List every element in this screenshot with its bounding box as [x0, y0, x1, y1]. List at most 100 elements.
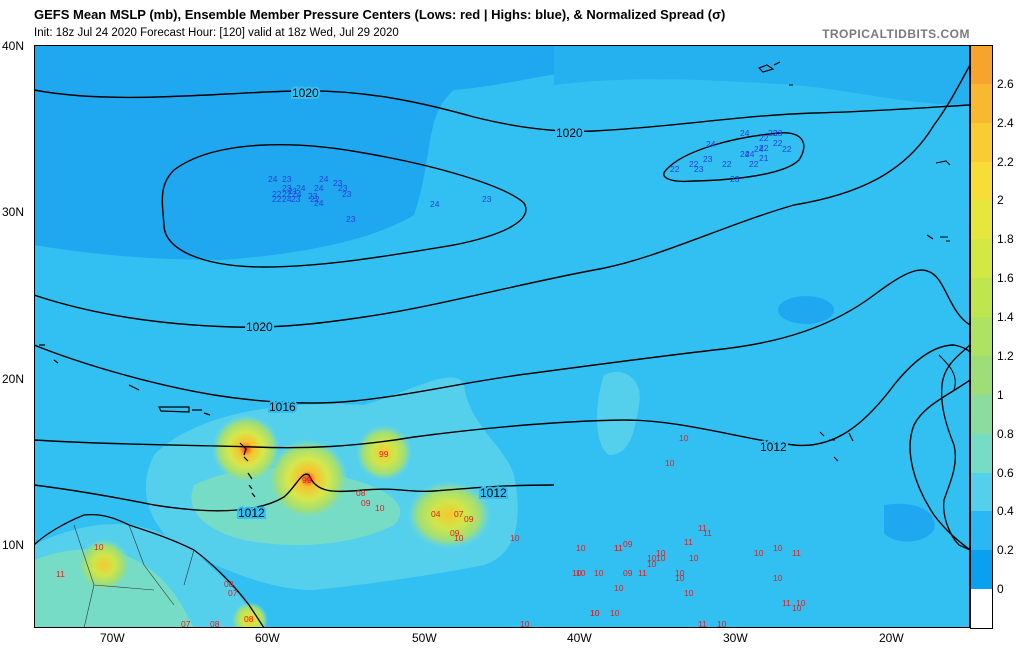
- isobar-label-1012-west: 1012: [238, 506, 265, 520]
- low-center-label: 07: [228, 588, 238, 598]
- map-frame: [34, 45, 970, 628]
- low-center-label: 11: [703, 528, 712, 538]
- isobar-1012-africa: [909, 379, 970, 551]
- high-center-label: 24: [292, 189, 302, 199]
- spread-low-area-east: [778, 296, 834, 324]
- high-center-label: 22: [759, 133, 769, 143]
- high-center-label: 22: [773, 138, 783, 148]
- lat-label-20n: 20N: [2, 372, 25, 386]
- low-center-label: 10: [454, 533, 464, 543]
- isobar-1012-east: [34, 344, 970, 449]
- low-center-label: 09: [361, 498, 371, 508]
- low-center-label: 09: [464, 514, 474, 524]
- low-center-label: 10: [576, 543, 586, 553]
- land-africa-coast: [940, 344, 970, 551]
- colorbar-tick-label: 1.6: [997, 271, 1014, 286]
- high-center-label: 24: [706, 139, 716, 149]
- colorbar-band: [970, 317, 992, 357]
- colorbar-tick-label: 1.4: [997, 310, 1014, 325]
- isobar-label-1016: 1016: [269, 400, 296, 414]
- high-center-label: 23: [333, 178, 343, 188]
- low-center-label: 08: [224, 579, 234, 589]
- high-center-label: 23: [338, 183, 348, 193]
- isobar-label-1020-center: 1020: [556, 126, 583, 140]
- colorbar-tick-label: 2: [997, 193, 1004, 208]
- colorbar-band: [970, 200, 992, 240]
- colorbar-band: [970, 122, 992, 163]
- spread-hotspot-4: [407, 481, 491, 549]
- colorbar-band: [970, 83, 992, 124]
- isobar-label-1012-center: 1012: [480, 486, 507, 500]
- colorbar-band: [970, 433, 992, 474]
- colorbar-band: [970, 550, 992, 590]
- high-center-label: 24: [740, 128, 750, 138]
- low-center-label: 11: [684, 537, 693, 547]
- low-center-label: 10: [679, 433, 689, 443]
- high-center-label: 23: [291, 194, 301, 204]
- low-center-label: 10: [647, 553, 657, 563]
- high-center-label: 22: [722, 159, 732, 169]
- land-caribbean-islands: [39, 344, 256, 498]
- spread-hotspot-6: [232, 602, 268, 628]
- high-center-label: 22: [759, 143, 769, 153]
- spread-hotspot-2: [268, 439, 348, 519]
- high-center-label: 23: [768, 128, 778, 138]
- brand-label: TROPICALTIDBITS.COM: [822, 27, 970, 41]
- low-centers: 99 08 09 10 04 07 09 09 10 10 10 10 10 1…: [56, 433, 806, 628]
- low-center-label: 10: [572, 568, 582, 578]
- high-center-label: 23: [730, 174, 740, 184]
- low-center-label: 10: [773, 573, 783, 583]
- high-center-label: 24: [430, 199, 440, 209]
- high-center-label: 22: [272, 194, 282, 204]
- low-center-label: 10: [796, 598, 806, 608]
- low-center-label: 11: [698, 523, 707, 533]
- colorbar-band: [970, 472, 992, 512]
- spread-elevated-area-central: [597, 371, 640, 455]
- low-center-label: 10: [684, 588, 694, 598]
- low-center-label: 11: [792, 548, 801, 558]
- low-center-label: 11: [638, 568, 647, 578]
- colorbar-tick-label: 1.2: [997, 348, 1014, 363]
- low-center-label: 10: [665, 458, 675, 468]
- colorbar-band: [970, 45, 992, 85]
- high-center-label: 23: [773, 128, 783, 138]
- low-center-label: 10: [614, 583, 624, 593]
- isobar-label-1020-south: 1020: [246, 320, 273, 334]
- low-center-label: 10: [717, 619, 727, 628]
- land-africa-inner-coast: [938, 354, 956, 391]
- isobar-label-1020-north: 1020: [292, 86, 319, 100]
- high-center-label: 23: [482, 194, 492, 204]
- colorbar-tick-label: 1: [997, 387, 1004, 402]
- lon-label-30w: 30W: [723, 631, 748, 645]
- lat-label-40n: 40N: [2, 39, 25, 53]
- low-center-label: 08: [244, 614, 254, 624]
- low-center-label: 10: [520, 619, 530, 628]
- high-center-label: 24: [740, 149, 750, 159]
- low-center-label: 10: [510, 533, 520, 543]
- high-center-label: 23: [342, 189, 352, 199]
- isobar-label-1012-east: 1012: [760, 440, 787, 454]
- high-center-label: 23: [346, 214, 356, 224]
- lat-label-30n: 30N: [2, 205, 25, 219]
- isobar-1020-south: [34, 64, 970, 328]
- low-center-label: 10: [94, 542, 104, 552]
- land-south-america: [34, 514, 265, 628]
- high-center-label: 24: [282, 194, 292, 204]
- high-center-label: 22: [310, 194, 320, 204]
- high-center-label: 23: [308, 191, 318, 201]
- high-center-label: 23: [282, 183, 292, 193]
- spread-colorbar: [970, 45, 993, 629]
- high-center-label: 22: [272, 189, 282, 199]
- high-center-label: 22: [282, 189, 292, 199]
- low-center-label: 09: [623, 539, 633, 549]
- low-center-label: 08: [356, 488, 366, 498]
- low-center-label: 10: [773, 543, 783, 553]
- colorbar-band: [970, 161, 992, 201]
- spread-low-area-southeast: [884, 503, 935, 542]
- land-country-borders: [73, 524, 195, 628]
- low-center-label: 10: [754, 548, 764, 558]
- lon-label-20w: 20W: [879, 631, 904, 645]
- high-center-label: 22: [689, 159, 699, 169]
- high-center-label: 24: [314, 198, 324, 208]
- colorbar-band: [970, 355, 992, 396]
